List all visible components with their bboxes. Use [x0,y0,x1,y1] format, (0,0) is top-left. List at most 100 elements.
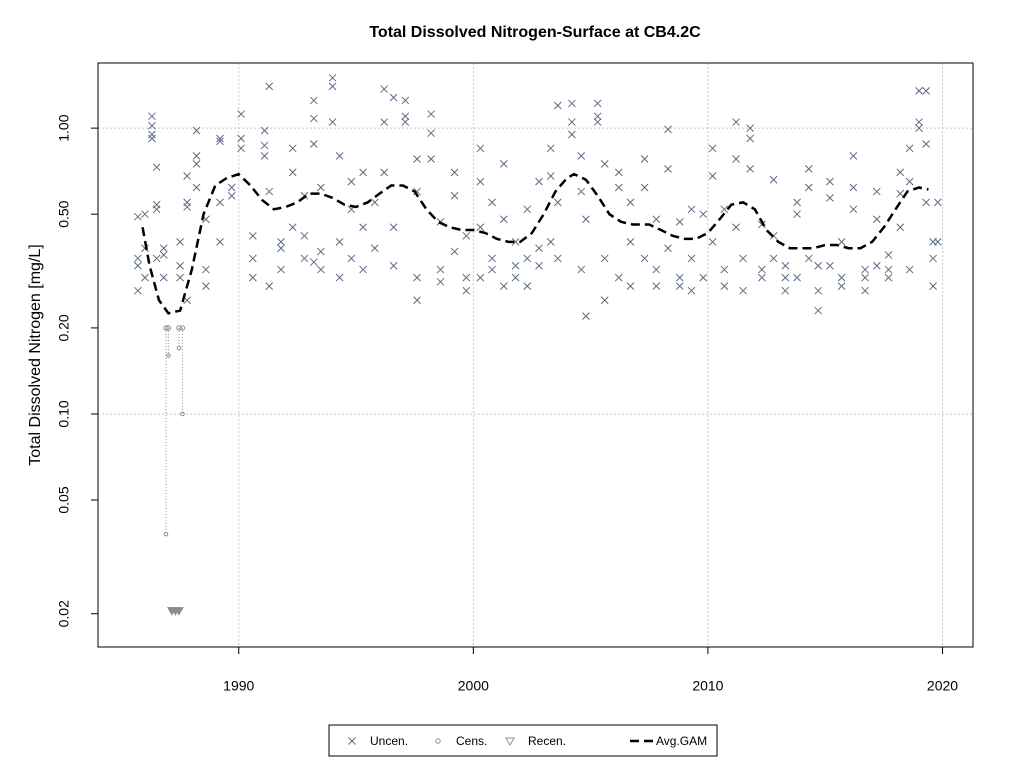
y-tick-label: 0.10 [56,400,72,427]
point [837,282,846,291]
censored-lower [180,411,185,417]
point [793,210,801,219]
point [872,261,881,270]
point [248,273,257,282]
point [288,144,297,153]
point [237,134,245,143]
point [265,82,274,91]
point [804,183,813,192]
point [793,198,801,207]
x-tick-label: 2020 [927,678,958,694]
point [826,194,834,202]
point [804,165,813,173]
point [237,144,245,153]
point [202,265,210,274]
point [568,118,576,126]
point [758,220,766,229]
point [159,251,168,259]
point [804,254,813,263]
point [347,177,356,186]
y-tick-label: 0.02 [56,600,72,627]
point [640,155,649,163]
point [476,223,485,232]
point [277,244,285,253]
point [216,137,224,146]
point [922,198,930,207]
censored-point [165,325,172,331]
point [781,261,790,270]
point [141,273,149,282]
point [720,205,729,214]
point [826,177,834,186]
point [915,118,923,126]
point [309,96,318,105]
point [476,144,485,153]
point [687,205,696,214]
point [546,144,555,153]
point [317,183,325,192]
point [626,282,635,291]
point [746,165,754,173]
legend-label: Recen. [528,734,566,748]
point [450,191,459,200]
point [317,265,325,274]
point [277,265,285,274]
point [699,273,708,282]
legend: Uncen. Cens. Recen. Avg.GAM [328,724,718,757]
point [309,140,318,148]
point [837,273,846,282]
point [582,312,590,320]
point [389,223,398,232]
point [922,87,930,95]
point [535,261,543,270]
point [758,273,766,282]
point [148,130,156,139]
point [134,212,142,221]
point [600,254,609,263]
point [436,265,445,274]
point [176,238,184,246]
point [568,99,576,108]
point [739,286,747,295]
point [335,273,344,282]
point [176,273,184,282]
point [216,134,224,143]
point [884,273,893,282]
point [347,254,356,263]
point [884,265,893,274]
point [577,151,586,160]
point [413,273,421,282]
point [699,210,708,219]
x-tick-label: 2000 [458,678,489,694]
legend-symbol [435,738,441,744]
point [359,168,367,177]
point [192,183,201,192]
legend-label: Avg.GAM [656,734,707,748]
point [317,247,325,256]
point [826,261,834,270]
point [814,286,823,295]
point [192,126,201,135]
point [582,215,590,224]
point [523,282,532,291]
point [626,238,635,246]
legend-label: Uncen. [370,734,408,748]
y-axis-title: Total Dissolved Nitrogen [mg/L] [27,244,44,465]
point [720,265,729,274]
point [933,198,942,207]
point [328,73,337,82]
censored-lower [176,345,182,351]
point [152,254,161,263]
point [687,254,696,263]
point [781,273,790,282]
point [216,238,224,246]
point [739,254,747,263]
point [192,159,201,168]
point [664,165,672,173]
legend-label: Cens. [456,734,487,748]
point [905,144,914,153]
point [370,244,379,253]
point [781,286,790,295]
point [600,159,609,168]
